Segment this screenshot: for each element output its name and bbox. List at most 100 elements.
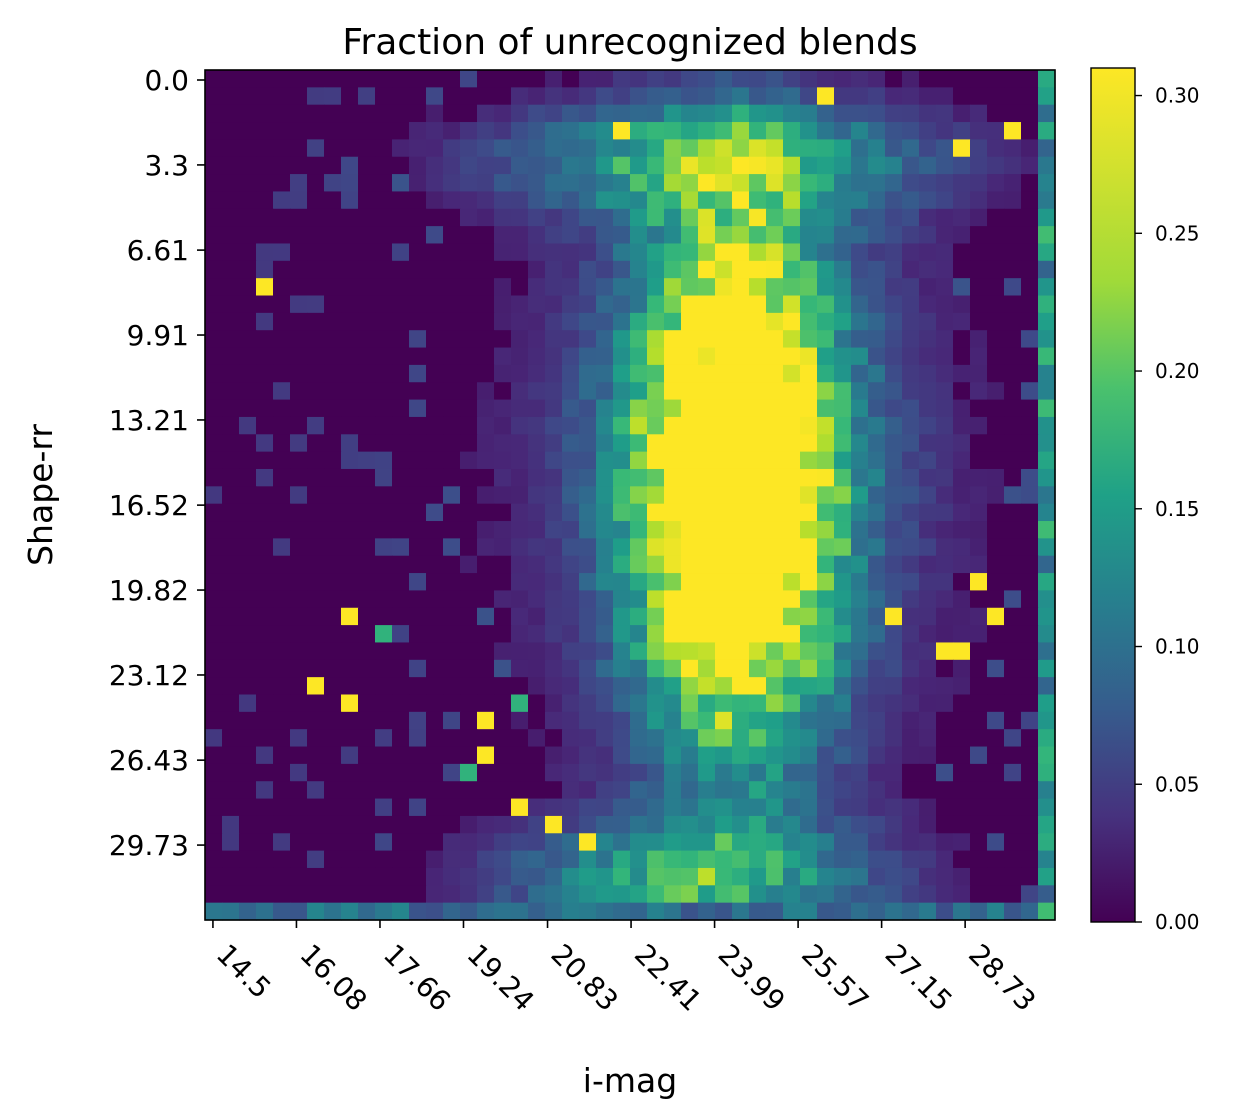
heatmap-cell bbox=[902, 416, 920, 435]
heatmap-cell bbox=[1021, 382, 1039, 401]
heatmap-cell bbox=[868, 867, 886, 886]
heatmap-cell bbox=[868, 711, 886, 730]
heatmap-cell bbox=[528, 607, 546, 626]
heatmap-cell bbox=[443, 555, 461, 574]
heatmap-cell bbox=[239, 87, 257, 106]
heatmap-cell bbox=[205, 850, 223, 869]
heatmap-cell bbox=[613, 243, 631, 262]
heatmap-cell bbox=[205, 711, 223, 730]
heatmap-cell bbox=[222, 486, 240, 505]
heatmap-cell bbox=[596, 347, 614, 366]
heatmap-cell bbox=[1004, 226, 1022, 245]
heatmap-cell bbox=[681, 70, 699, 88]
heatmap-cell bbox=[273, 295, 291, 314]
heatmap-cell bbox=[664, 607, 682, 626]
heatmap-cell bbox=[358, 330, 376, 349]
heatmap-cell bbox=[239, 590, 257, 609]
heatmap-cell bbox=[1038, 833, 1056, 852]
heatmap-cell bbox=[426, 573, 444, 592]
heatmap-cell bbox=[222, 382, 240, 401]
heatmap-cell bbox=[222, 590, 240, 609]
heatmap-cell bbox=[681, 104, 699, 123]
heatmap-cell bbox=[1038, 70, 1056, 88]
heatmap-cell bbox=[698, 174, 716, 193]
heatmap-cell bbox=[970, 815, 988, 834]
heatmap-cell bbox=[902, 434, 920, 453]
heatmap-cell bbox=[477, 104, 495, 123]
heatmap-cell bbox=[426, 850, 444, 869]
heatmap-cell bbox=[613, 295, 631, 314]
heatmap-cell bbox=[698, 70, 716, 88]
heatmap-cell bbox=[664, 399, 682, 418]
heatmap-cell bbox=[766, 833, 784, 852]
heatmap-cell bbox=[902, 763, 920, 782]
heatmap-cell bbox=[426, 503, 444, 522]
heatmap-cell bbox=[732, 711, 750, 730]
heatmap-cell bbox=[528, 399, 546, 418]
heatmap-cell bbox=[494, 763, 512, 782]
x-tick-label: 17.66 bbox=[377, 938, 457, 1018]
heatmap-cell bbox=[936, 295, 954, 314]
heatmap-cell bbox=[613, 451, 631, 470]
heatmap-cell bbox=[222, 521, 240, 539]
heatmap-cell bbox=[749, 139, 767, 158]
heatmap-cell bbox=[392, 590, 410, 609]
heatmap-cell bbox=[273, 642, 291, 661]
heatmap-cell bbox=[783, 521, 801, 539]
heatmap-cell bbox=[409, 798, 427, 817]
heatmap-cell bbox=[375, 729, 393, 748]
heatmap-cell bbox=[579, 451, 597, 470]
heatmap-cell bbox=[528, 711, 546, 730]
heatmap-cell bbox=[766, 382, 784, 401]
heatmap-cell bbox=[256, 798, 274, 817]
heatmap-cell bbox=[902, 278, 920, 297]
heatmap-cell bbox=[970, 763, 988, 782]
heatmap-cell bbox=[256, 555, 274, 574]
heatmap-cell bbox=[936, 399, 954, 418]
heatmap-cell bbox=[834, 104, 852, 123]
heatmap-cell bbox=[256, 260, 274, 279]
heatmap-cell bbox=[851, 815, 869, 834]
heatmap-cell bbox=[375, 659, 393, 678]
heatmap-cell bbox=[290, 278, 308, 297]
heatmap-cell bbox=[970, 243, 988, 262]
heatmap-cell bbox=[1021, 867, 1039, 886]
heatmap-cell bbox=[324, 573, 342, 592]
heatmap-cell bbox=[698, 659, 716, 678]
heatmap-cell bbox=[511, 885, 529, 904]
heatmap-cell bbox=[511, 156, 529, 175]
heatmap-cell bbox=[834, 243, 852, 262]
heatmap-cell bbox=[902, 399, 920, 418]
heatmap-cell bbox=[817, 746, 835, 765]
heatmap-cell bbox=[919, 590, 937, 609]
heatmap-cell bbox=[647, 694, 665, 713]
heatmap-cell bbox=[239, 399, 257, 418]
heatmap-cell bbox=[545, 746, 563, 765]
heatmap-cell bbox=[987, 642, 1005, 661]
heatmap-cell bbox=[511, 607, 529, 626]
heatmap-cell bbox=[715, 278, 733, 297]
heatmap-cell bbox=[800, 746, 818, 765]
heatmap-cell bbox=[545, 885, 563, 904]
heatmap-cell bbox=[426, 677, 444, 696]
heatmap-cell bbox=[630, 382, 648, 401]
heatmap-cell bbox=[579, 729, 597, 748]
heatmap-cell bbox=[936, 312, 954, 331]
heatmap-cell bbox=[307, 104, 325, 123]
heatmap-cell bbox=[749, 87, 767, 106]
heatmap-cell bbox=[613, 156, 631, 175]
heatmap-cell bbox=[239, 468, 257, 487]
heatmap-cell bbox=[596, 104, 614, 123]
heatmap-cell bbox=[409, 312, 427, 331]
heatmap-cell bbox=[290, 139, 308, 158]
heatmap-cell bbox=[664, 867, 682, 886]
heatmap-cell bbox=[562, 139, 580, 158]
heatmap-cell bbox=[494, 642, 512, 661]
heatmap-cell bbox=[477, 347, 495, 366]
heatmap-cell bbox=[511, 122, 529, 140]
heatmap-cell bbox=[477, 87, 495, 106]
heatmap-cell bbox=[851, 659, 869, 678]
heatmap-cell bbox=[817, 677, 835, 696]
heatmap-cell bbox=[477, 555, 495, 574]
heatmap-cell bbox=[749, 711, 767, 730]
